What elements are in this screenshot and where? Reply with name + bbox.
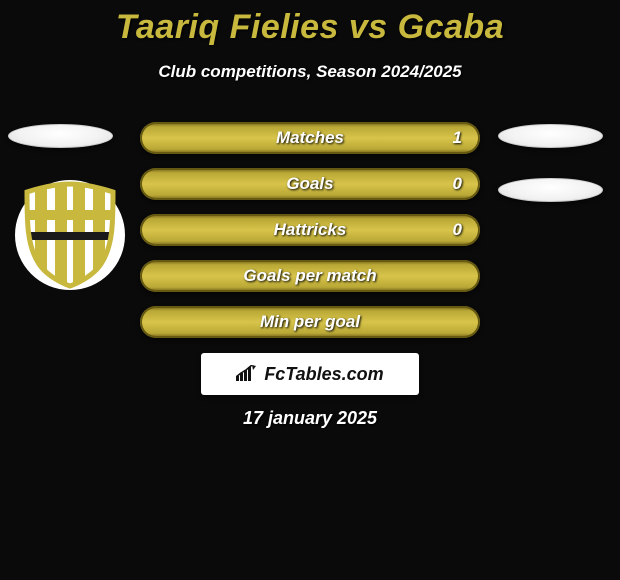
page-title: Taariq Fielies vs Gcaba [0,8,620,47]
bar-chart-icon [236,365,258,383]
club-badge-icon [15,180,125,290]
player1-avatar-placeholder [8,124,113,148]
stat-value: 0 [453,174,462,194]
stat-bar: Matches1 [140,122,480,154]
stat-bar: Min per goal [140,306,480,338]
stat-bar: Goals0 [140,168,480,200]
player2-avatar-placeholder [498,124,603,148]
comparison-infographic: Taariq Fielies vs Gcaba Club competition… [0,0,620,580]
stat-bar: Hattricks0 [140,214,480,246]
brand-text: FcTables.com [264,364,383,385]
stat-label: Goals per match [140,266,480,286]
stat-label: Hattricks [140,220,480,240]
brand-box: FcTables.com [201,353,419,395]
page-subtitle: Club competitions, Season 2024/2025 [0,62,620,82]
infographic-date: 17 january 2025 [0,408,620,429]
stat-value: 0 [453,220,462,240]
brand: FcTables.com [236,364,383,385]
player1-club-badge [15,180,125,290]
stat-bar: Goals per match [140,260,480,292]
stat-label: Min per goal [140,312,480,332]
stat-value: 1 [453,128,462,148]
stat-label: Goals [140,174,480,194]
stat-label: Matches [140,128,480,148]
player2-club-placeholder [498,178,603,202]
